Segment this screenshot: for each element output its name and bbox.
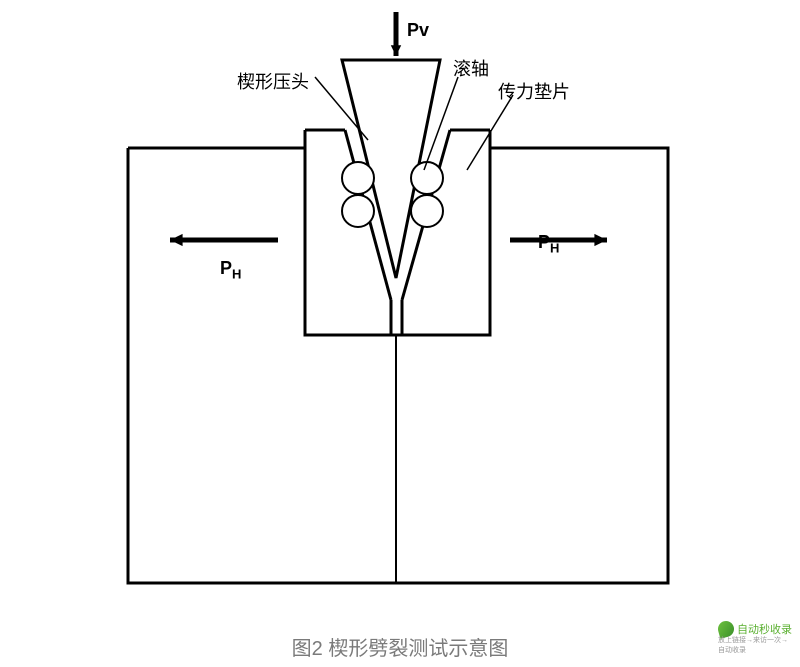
watermark-subtext: 放上链接→来访一次→自动收录: [718, 635, 792, 655]
diagram-svg: [0, 0, 800, 615]
label-ph-right: PH: [538, 232, 559, 256]
label-roller: 滚轴: [453, 55, 489, 81]
label-ph-left: PH: [220, 258, 241, 282]
wedge-split-diagram: Pv 楔形压头 滚轴 传力垫片 PH PH 图2 楔形劈裂测试示意图 自动秒收录…: [0, 0, 800, 667]
ph-left-sub: H: [232, 267, 241, 282]
pv-prefix: Pv: [407, 20, 429, 40]
label-spacer: 传力垫片: [498, 78, 570, 104]
diagram-caption: 图2 楔形劈裂测试示意图: [0, 632, 800, 661]
ph-right-sub: H: [550, 241, 559, 256]
label-wedge: 楔形压头: [237, 68, 309, 94]
watermark: 自动秒收录 放上链接→来访一次→自动收录: [718, 621, 792, 637]
label-pv: Pv: [407, 20, 429, 41]
